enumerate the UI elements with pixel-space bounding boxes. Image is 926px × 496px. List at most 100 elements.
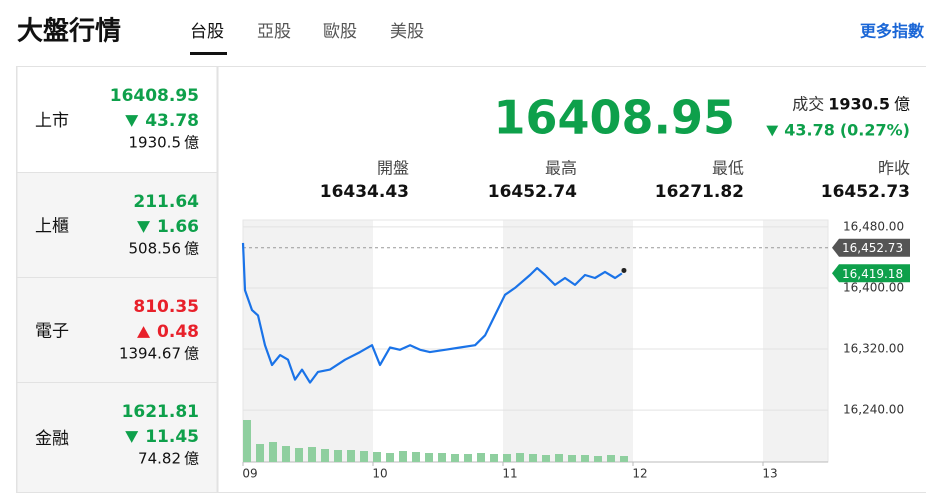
direction-arrow <box>766 125 779 137</box>
session-band <box>503 220 633 462</box>
index-name: 金融 <box>35 429 69 449</box>
tab[interactable]: 歐股 <box>323 22 357 42</box>
tab[interactable]: 亞股 <box>257 22 291 42</box>
volume-bar <box>438 453 446 462</box>
session-band <box>243 220 373 462</box>
volume-bar <box>529 454 537 462</box>
index-change: 1.66 <box>157 217 199 237</box>
index-volume: 508.56 <box>129 240 182 258</box>
change-value: 43.78 <box>784 121 835 140</box>
session-band <box>763 220 828 462</box>
x-tick-label: 11 <box>502 467 517 481</box>
volume-bar <box>581 455 589 462</box>
main-price: 16408.95 <box>493 91 735 145</box>
volume-bar <box>425 453 433 462</box>
volume-unit: 億 <box>894 95 910 114</box>
volume-bar <box>399 451 407 462</box>
volume-bar <box>451 454 459 462</box>
index-name: 上市 <box>35 111 69 131</box>
index-volume: 1930.5 <box>129 134 182 152</box>
more-link[interactable]: 更多指數 <box>860 22 925 41</box>
index-change: 11.45 <box>145 427 199 447</box>
index-volume: 1394.67 <box>119 345 181 363</box>
volume-bar <box>373 452 381 462</box>
volume-bar <box>256 444 264 462</box>
stat-label: 最高 <box>545 159 577 178</box>
reference-tag <box>832 238 910 257</box>
stat-value: 16452.73 <box>821 182 910 202</box>
y-tick-label: 16,320.00 <box>843 342 904 356</box>
direction-arrow <box>125 115 139 127</box>
x-tick-label: 12 <box>632 467 647 481</box>
x-tick-label: 13 <box>762 467 777 481</box>
tab-underline <box>190 52 227 55</box>
direction-arrow <box>137 326 151 338</box>
volume-bar <box>594 456 602 462</box>
direction-arrow <box>137 221 151 233</box>
index-price: 211.64 <box>133 192 199 212</box>
index-change: 43.78 <box>145 111 199 131</box>
volume-bar <box>607 455 615 462</box>
x-tick-label: 10 <box>372 467 387 481</box>
volume-bar <box>295 448 303 462</box>
volume-value: 1930.5 <box>828 95 890 114</box>
volume-bar <box>503 454 511 462</box>
volume-bar <box>308 447 316 462</box>
stat-label: 最低 <box>712 159 744 178</box>
tab[interactable]: 美股 <box>390 22 424 42</box>
reference-tag <box>832 264 910 283</box>
volume-bar <box>386 453 394 462</box>
y-tick-label: 16,400.00 <box>843 280 904 294</box>
index-unit: 億 <box>184 134 199 152</box>
stat-label: 開盤 <box>377 159 409 178</box>
volume-bar <box>568 455 576 462</box>
tab[interactable]: 台股 <box>190 22 224 42</box>
volume-bar <box>269 442 277 462</box>
volume-bar <box>347 450 355 462</box>
list-row[interactable] <box>16 382 218 493</box>
index-unit: 億 <box>184 345 199 363</box>
list-row[interactable] <box>16 66 218 173</box>
volume-label: 成交 <box>792 95 824 114</box>
volume-bar <box>360 451 368 462</box>
list-row[interactable] <box>16 172 218 278</box>
change-pct: (0.27%) <box>840 121 910 140</box>
stat-value: 16452.74 <box>488 182 577 202</box>
page-title: 大盤行情 <box>17 16 121 47</box>
index-volume: 74.82 <box>138 450 181 468</box>
price-line <box>241 242 623 384</box>
index-unit: 億 <box>184 240 199 258</box>
volume-bar <box>620 456 628 462</box>
volume-bar <box>542 455 550 462</box>
volume-bar <box>516 453 524 462</box>
index-change: 0.48 <box>157 322 199 342</box>
y-tick-label: 16,240.00 <box>843 403 904 417</box>
index-price: 810.35 <box>133 297 199 317</box>
stat-value: 16271.82 <box>655 182 744 202</box>
last-point <box>621 267 627 273</box>
list-row[interactable] <box>16 277 218 383</box>
volume-bar <box>490 454 498 462</box>
index-name: 電子 <box>35 322 69 342</box>
volume-bar <box>477 453 485 462</box>
volume-bar <box>555 454 563 462</box>
y-tick-label: 16,480.00 <box>843 219 904 233</box>
reference-label: 16,452.73 <box>842 241 903 255</box>
volume-bar <box>243 420 251 462</box>
index-name: 上櫃 <box>35 217 69 237</box>
stat-value: 16434.43 <box>320 182 409 202</box>
x-tick-label: 09 <box>242 467 257 481</box>
stat-label: 昨收 <box>878 159 910 178</box>
volume-bar <box>334 450 342 462</box>
volume-bar <box>321 449 329 462</box>
volume-bar <box>282 446 290 462</box>
volume-bar <box>464 454 472 462</box>
volume-bar <box>412 452 420 462</box>
direction-arrow <box>125 431 139 443</box>
index-price: 1621.81 <box>122 402 199 422</box>
index-unit: 億 <box>184 450 199 468</box>
index-price: 16408.95 <box>110 86 199 106</box>
